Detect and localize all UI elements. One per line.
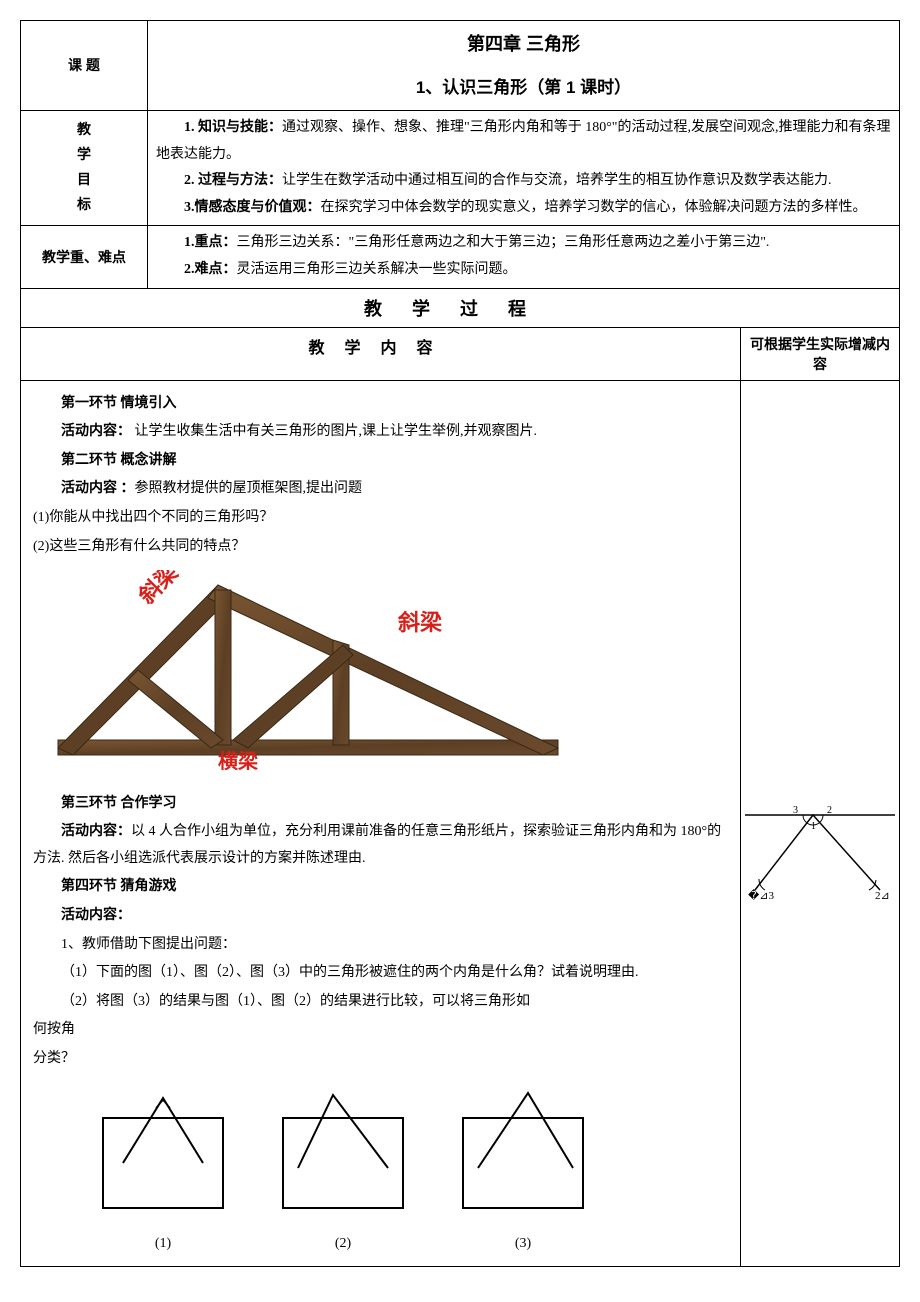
right-column: 3 1 2 �⊿3 2⊿ — [741, 380, 900, 1266]
figure-3: (3) — [453, 1083, 593, 1258]
content-header: 教学内容 — [21, 327, 741, 380]
roof-truss-diagram: 斜梁 斜梁 横梁 — [53, 570, 728, 781]
topic-label: 课 题 — [21, 21, 148, 111]
svg-text:1: 1 — [811, 821, 816, 832]
right-column-header: 可根据学生实际增减内容 — [741, 327, 900, 380]
angle-proof-diagram: 3 1 2 �⊿3 2⊿ — [745, 795, 895, 910]
process-header: 教学过程 — [21, 288, 900, 327]
goals-content: 1. 知识与技能：通过观察、操作、想象、推理"三角形内角和等于 180°"的活动… — [148, 110, 900, 225]
truss-label-right: 斜梁 — [397, 610, 442, 635]
svg-text:�⊿3: �⊿3 — [748, 888, 774, 902]
svg-text:2⊿: 2⊿ — [875, 890, 890, 902]
hidden-triangle-figures: (1) (2) (3) — [93, 1083, 728, 1258]
main-content: 第一环节 情境引入 活动内容： 让学生收集生活中有关三角形的图片,课上让学生举例… — [21, 380, 741, 1266]
figure-1: (1) — [93, 1083, 233, 1258]
lesson-title-cell: 第四章 三角形 1、认识三角形（第 1 课时） — [148, 21, 900, 111]
lesson-subtitle: 1、认识三角形（第 1 课时） — [156, 69, 891, 106]
keypoints-content: 1.重点：三角形三边关系："三角形任意两边之和大于第三边；三角形任意两边之差小于… — [148, 226, 900, 288]
truss-label-bottom: 横梁 — [218, 749, 259, 770]
goals-label: 教 学 目 标 — [21, 110, 148, 225]
figure-2: (2) — [273, 1083, 413, 1258]
truss-label-left: 斜梁 — [133, 570, 183, 609]
chapter-title: 第四章 三角形 — [467, 34, 580, 54]
svg-text:2: 2 — [827, 805, 832, 816]
keypoints-label: 教学重、难点 — [21, 226, 148, 288]
svg-text:3: 3 — [793, 805, 798, 816]
